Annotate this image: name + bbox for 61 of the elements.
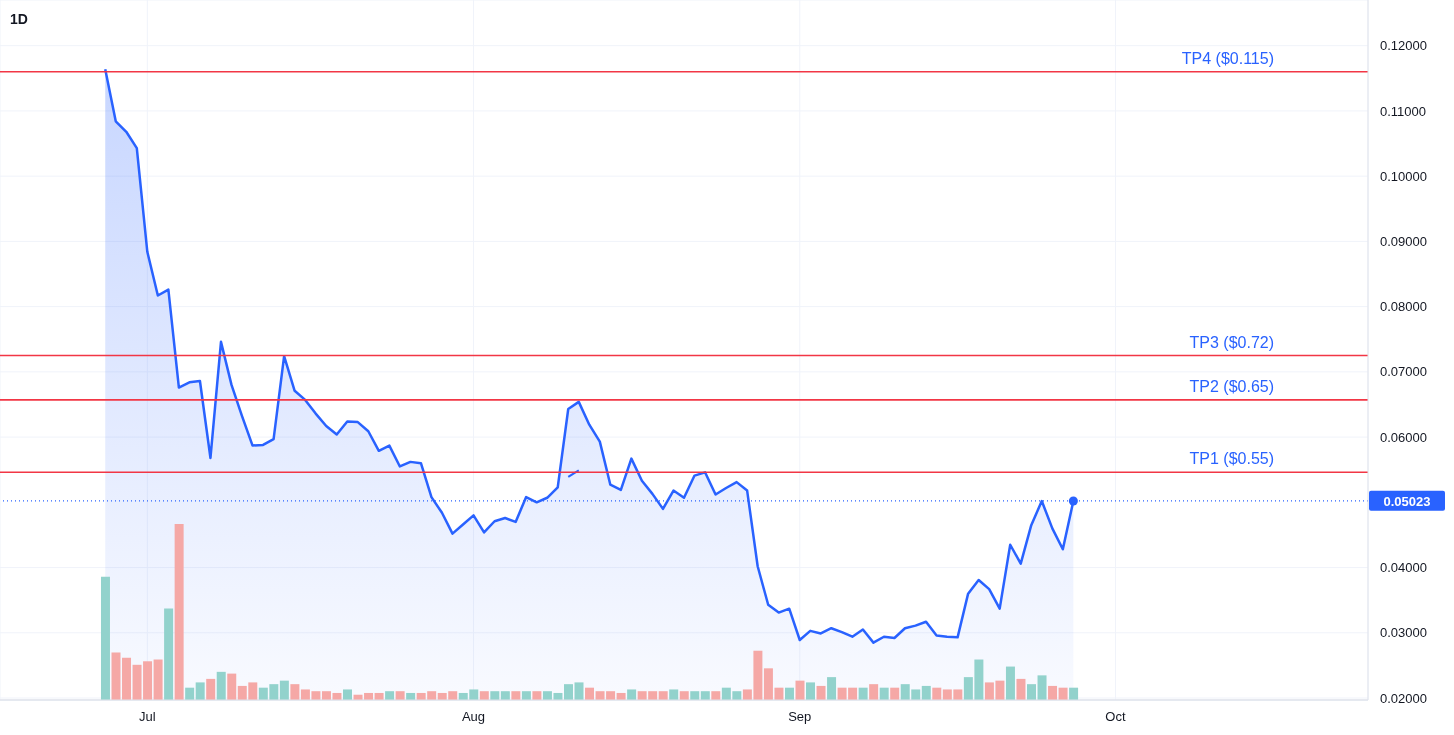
y-tick-label: 0.06000 <box>1380 429 1427 445</box>
bar <box>290 684 300 700</box>
ref-line-label: TP1 ($0.55) <box>1189 450 1274 468</box>
bar <box>658 691 668 700</box>
x-tick-label: Aug <box>461 709 486 725</box>
bar <box>711 691 721 700</box>
y-tick-label: 0.04000 <box>1380 560 1427 576</box>
bar <box>700 691 710 700</box>
bar <box>511 691 521 700</box>
bar <box>869 684 879 700</box>
bar <box>122 657 132 700</box>
bar <box>490 691 500 700</box>
bar <box>795 680 805 700</box>
bar <box>627 689 637 700</box>
bar <box>195 682 205 700</box>
bar <box>279 680 289 700</box>
ref-line-label: TP4 ($0.115) <box>1181 49 1274 67</box>
ref-line-label: TP3 ($0.72) <box>1189 333 1274 351</box>
y-tick-label: 0.07000 <box>1380 364 1427 380</box>
bar <box>206 678 216 700</box>
bar <box>479 691 489 700</box>
y-tick-label: 0.03000 <box>1380 625 1427 641</box>
y-tick-label: 0.11000 <box>1380 103 1427 119</box>
ref-line-label: 0.05023 <box>1383 493 1431 509</box>
bar <box>343 689 352 700</box>
x-tick-label: Sep <box>788 709 812 725</box>
bar <box>679 691 689 700</box>
bar <box>827 677 837 700</box>
bar <box>690 691 700 700</box>
bar <box>153 659 163 700</box>
bar <box>111 652 121 700</box>
bar <box>1016 678 1026 700</box>
bar <box>563 684 573 700</box>
y-tick-label: 0.08000 <box>1380 299 1427 315</box>
bar <box>574 682 584 700</box>
bar <box>921 685 931 700</box>
bar <box>500 691 510 700</box>
bar <box>216 671 226 700</box>
bar <box>816 685 826 700</box>
y-tick-label: 0.12000 <box>1380 38 1427 54</box>
y-tick-label: 0.09000 <box>1380 233 1427 249</box>
y-tick-label: 0.02000 <box>1380 690 1427 706</box>
bar <box>1005 666 1015 700</box>
bar <box>395 691 405 700</box>
bar <box>174 524 184 700</box>
bar <box>1037 675 1047 700</box>
bar <box>227 673 237 700</box>
x-tick-label: Jul <box>139 709 156 725</box>
bar <box>1048 685 1058 700</box>
bar <box>806 682 816 700</box>
x-tick-label: Oct <box>1105 709 1126 725</box>
text: 1D <box>10 11 28 27</box>
y-tick-label: 0.10000 <box>1380 168 1427 184</box>
bar <box>1027 684 1036 700</box>
bar <box>669 689 679 700</box>
bar <box>532 691 542 700</box>
bar <box>100 576 110 700</box>
ref-line-label: TP2 ($0.65) <box>1189 377 1274 395</box>
bar <box>521 691 531 700</box>
bar <box>164 608 174 700</box>
bar <box>385 691 395 700</box>
